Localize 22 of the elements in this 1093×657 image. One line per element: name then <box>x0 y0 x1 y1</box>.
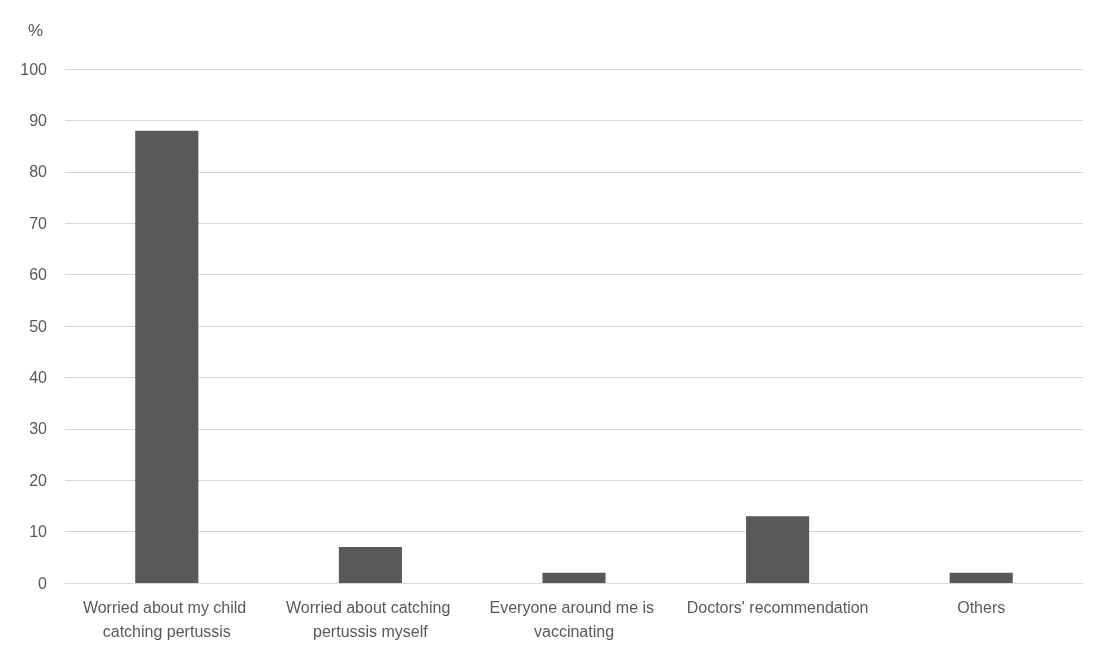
x-tick-label: Others <box>957 598 1006 616</box>
x-tick-label: Everyone around me is vaccinating <box>489 598 659 640</box>
x-tick-label: Worried about my child catching pertussis <box>82 598 251 640</box>
y-tick-label: 60 <box>29 266 48 284</box>
y-tick-label: 10 <box>29 523 48 541</box>
y-tick-label: 90 <box>29 111 48 129</box>
y-tick-label: 100 <box>20 60 48 78</box>
bar <box>949 572 1013 583</box>
y-tick-label: 0 <box>38 574 48 592</box>
y-tick-label: 30 <box>29 420 48 438</box>
x-tick-label: Worried about catching pertussis myself <box>286 598 455 640</box>
y-tick-label: 70 <box>29 214 48 232</box>
bar <box>746 516 810 583</box>
y-axis-title: % <box>27 21 43 40</box>
y-tick-label: 50 <box>29 317 48 335</box>
bar <box>135 130 199 583</box>
x-tick-label: Doctors' recommendation <box>686 598 869 616</box>
bar <box>542 572 606 583</box>
bar <box>338 547 402 583</box>
y-tick-label: 80 <box>29 163 48 181</box>
y-tick-label: 20 <box>29 471 48 489</box>
y-tick-label: 40 <box>29 368 48 386</box>
